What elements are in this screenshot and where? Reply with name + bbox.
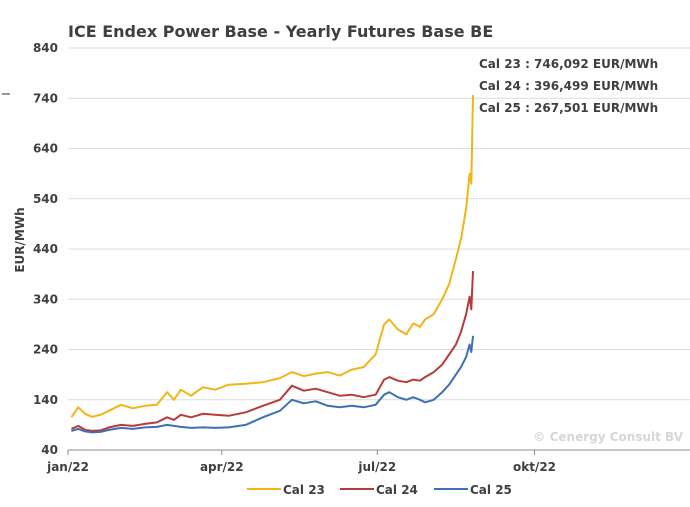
value-annotation: Cal 24 : 396,499 EUR/MWh — [479, 79, 658, 93]
value-annotation: Cal 25 : 267,501 EUR/MWh — [479, 101, 658, 115]
chart-title: ICE Endex Power Base - Yearly Futures Ba… — [68, 22, 493, 41]
grid — [68, 47, 690, 451]
value-annotation: Cal 23 : 746,092 EUR/MWh — [479, 57, 658, 71]
y-tick-label: 640 — [33, 142, 58, 156]
x-tick-label: jan/22 — [46, 460, 89, 474]
y-axis-label: EUR/MWh — [13, 207, 27, 272]
series-line-cal-23 — [70, 95, 474, 418]
legend-label: Cal 24 — [376, 483, 418, 497]
value-annotations: Cal 23 : 746,092 EUR/MWh Cal 24 : 396,499… — [479, 57, 658, 115]
x-axis-ticks: jan/22 apr/22 jul/22 okt/22 — [46, 450, 556, 474]
legend-label: Cal 25 — [470, 483, 512, 497]
y-tick-label: 540 — [33, 192, 58, 206]
y-tick-label: 40 — [41, 443, 58, 457]
x-tick-label: okt/22 — [513, 460, 556, 474]
y-tick-label: 440 — [33, 242, 58, 256]
y-tick-label: 740 — [33, 91, 58, 105]
x-tick-label: jul/22 — [357, 460, 396, 474]
legend: Cal 23 Cal 24 Cal 25 — [247, 483, 512, 497]
series-lines — [70, 95, 474, 434]
series-line-cal-24 — [71, 271, 474, 432]
series-line-cal-25 — [71, 335, 474, 434]
x-tick-label: apr/22 — [200, 460, 244, 474]
y-axis-ticks: 40 140 240 340 440 540 640 740 840 — [33, 41, 58, 457]
y-tick-label: 840 — [33, 41, 58, 55]
y-tick-label: 140 — [33, 393, 58, 407]
y-tick-label: 240 — [33, 343, 58, 357]
legend-label: Cal 23 — [283, 483, 325, 497]
y-tick-label: 340 — [33, 292, 58, 306]
watermark: © Cenergy Consult BV — [533, 430, 683, 444]
